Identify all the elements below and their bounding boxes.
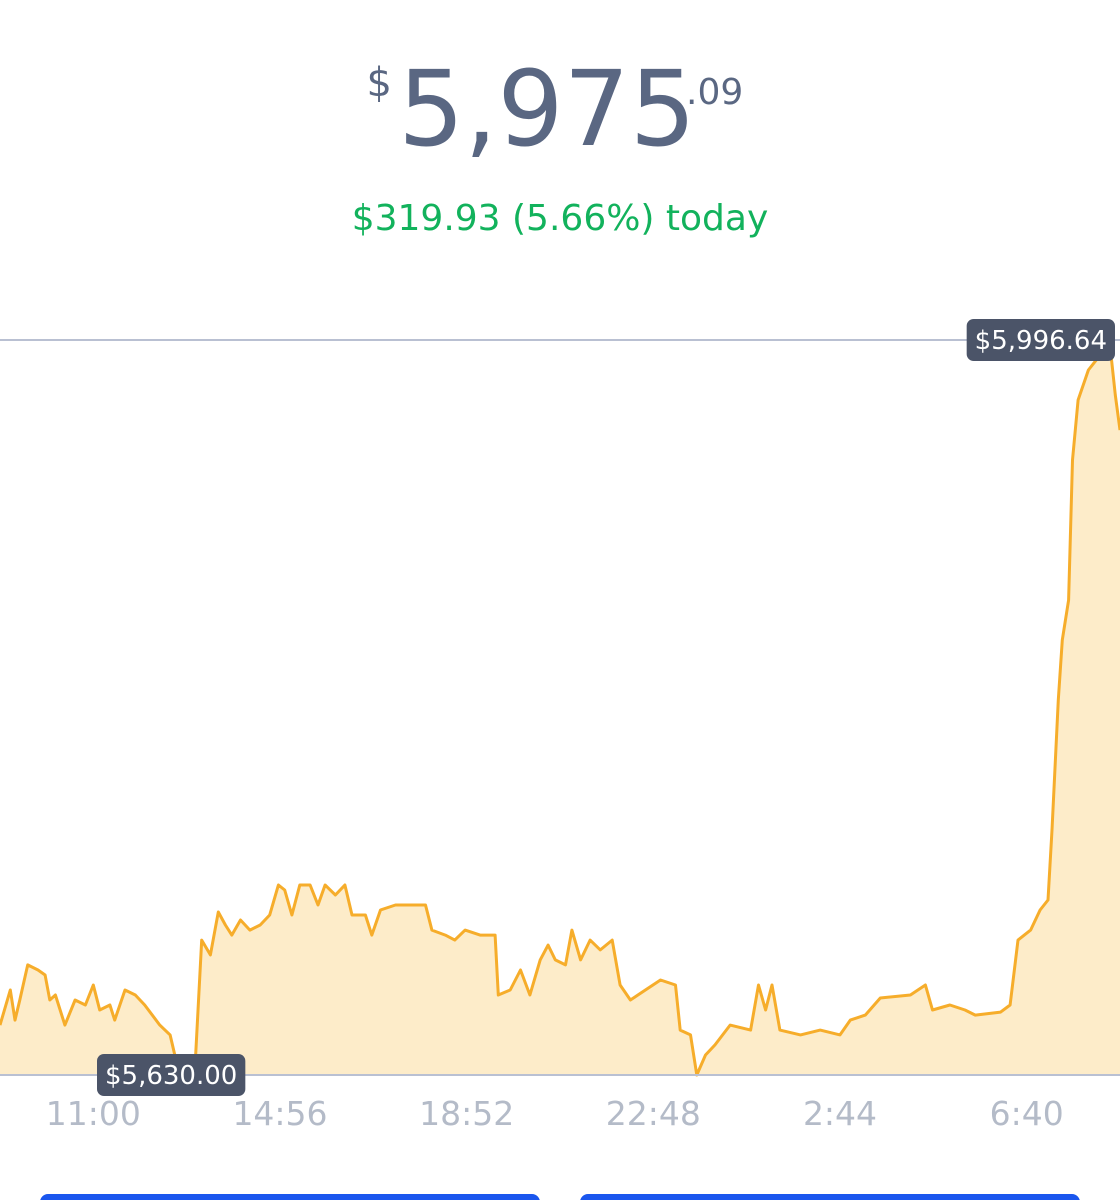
- tag-box: [966, 319, 1115, 361]
- price-currency: $: [367, 60, 392, 106]
- x-tick-label: 2:44: [803, 1094, 877, 1133]
- x-tick-label: 14:56: [232, 1094, 327, 1133]
- x-tick-label: 11:00: [46, 1094, 141, 1133]
- value-tag: $5,996.64: [966, 319, 1115, 361]
- button[interactable]: [580, 1194, 1080, 1200]
- plot-area: 11:00 14:56 18:52 22:48 2:44 6:40 $5,996.64 $5,…: [0, 319, 1120, 1133]
- tag-box: [97, 1054, 246, 1096]
- tag-label: $5,996.64: [975, 326, 1107, 356]
- area-fill: [0, 340, 1120, 1075]
- button[interactable]: [40, 1194, 540, 1200]
- price-line: [0, 338, 1120, 1077]
- x-tick-label: 6:40: [990, 1094, 1064, 1133]
- x-tick-label: 22:48: [606, 1094, 701, 1133]
- value-tag: $5,630.00: [97, 1054, 246, 1096]
- x-tick-label: 18:52: [419, 1094, 514, 1133]
- price-whole: 5,975: [398, 48, 696, 170]
- tag-label: $5,630.00: [105, 1061, 237, 1091]
- price-cents: .09: [686, 72, 743, 113]
- price-change: $319.93 (5.66%) today: [352, 198, 769, 239]
